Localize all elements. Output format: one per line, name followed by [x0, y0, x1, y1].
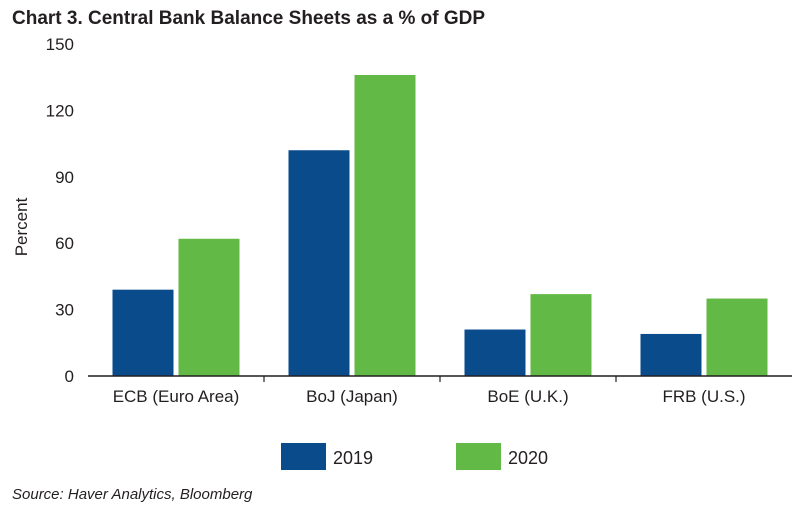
y-axis-label: Percent: [12, 197, 31, 256]
x-axis-ticks: ECB (Euro Area) BoJ (Japan) BoE (U.K.) FRB …: [113, 376, 746, 406]
bar-2020-0: [178, 238, 240, 376]
bar-2019-2: [464, 329, 526, 376]
legend-label-2020: 2020: [508, 448, 548, 468]
chart-title: Chart 3. Central Bank Balance Sheets as …: [12, 8, 486, 29]
x-tick-label: BoJ (Japan): [306, 387, 398, 406]
y-tick-label: 90: [55, 168, 74, 187]
y-tick-label: 150: [46, 35, 74, 54]
y-axis-ticks: 0 30 60 90 120 150: [46, 35, 74, 386]
legend: 2019 2020: [281, 443, 548, 470]
x-tick-label: BoE (U.K.): [487, 387, 568, 406]
bar-2019-0: [112, 289, 174, 376]
legend-swatch-2020: [456, 443, 501, 470]
legend-label-2019: 2019: [333, 448, 373, 468]
x-tick-label: FRB (U.S.): [662, 387, 745, 406]
x-tick-label: ECB (Euro Area): [113, 387, 240, 406]
bar-2019-3: [640, 333, 702, 376]
legend-swatch-2019: [281, 443, 326, 470]
source-note: Source: Haver Analytics, Bloomberg: [12, 486, 253, 503]
bar-2020-2: [530, 294, 592, 376]
bars: [112, 74, 768, 376]
y-tick-label: 0: [65, 367, 74, 386]
y-tick-label: 30: [55, 301, 74, 320]
y-tick-label: 120: [46, 101, 74, 120]
bar-2020-3: [706, 298, 768, 376]
bar-2019-1: [288, 150, 350, 376]
bar-2020-1: [354, 74, 416, 376]
y-tick-label: 60: [55, 234, 74, 253]
